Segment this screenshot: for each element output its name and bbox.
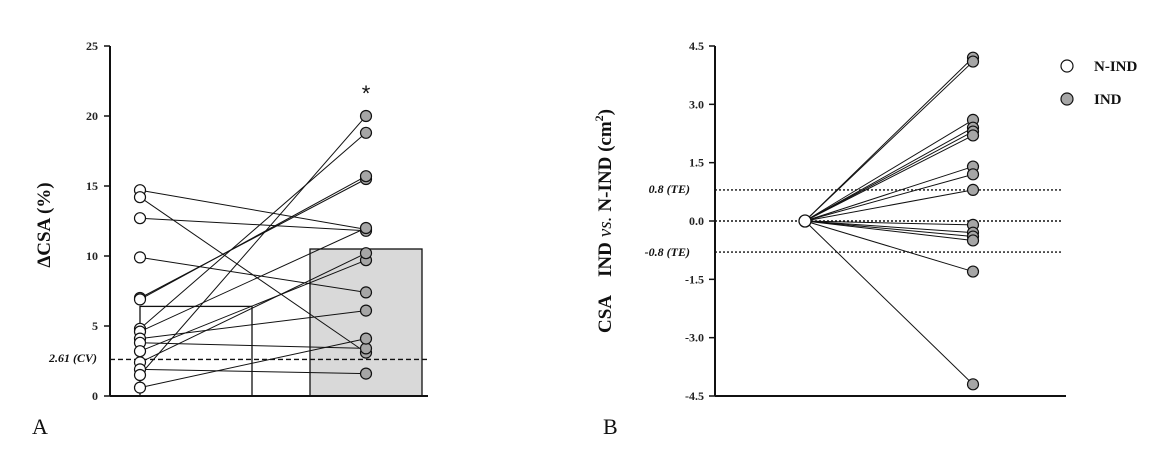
b-connector-line <box>804 220 974 273</box>
b-y-tick-label: -1.5 <box>685 272 704 286</box>
legend-label-n-ind: N-IND <box>1094 59 1137 75</box>
b-connector-line <box>804 220 974 238</box>
point-n-ind <box>133 191 147 204</box>
b-connector-line <box>804 220 974 241</box>
point-ind <box>359 221 373 235</box>
legend: N-IND IND <box>1060 59 1137 108</box>
b-ylabel-csa: CSA <box>595 295 616 333</box>
paired-line <box>139 259 367 352</box>
b-connector-line <box>804 131 974 222</box>
paired-line <box>139 368 367 375</box>
point-n-ind <box>133 293 147 306</box>
b-connector-line <box>804 189 974 222</box>
paired-line <box>139 175 367 300</box>
a-y-tick-label: 20 <box>86 109 98 123</box>
b-te-lower-label: -0.8 (TE) <box>645 245 690 259</box>
b-connector-line <box>804 173 974 222</box>
b-y-tick-label: -4.5 <box>685 389 704 403</box>
b-ylabel-ind: IND <box>595 242 616 277</box>
b-point-ind <box>966 265 980 278</box>
a-cv-label: 2.61 (CV) <box>48 351 97 365</box>
point-ind <box>359 109 373 123</box>
b-y-tick-label: 1.5 <box>689 156 704 170</box>
panel-a: 0 5 10 15 20 25 ΔCSA (%) * 2.61 (CV) A <box>32 39 428 439</box>
b-connector-line <box>804 134 974 222</box>
panel-label-b: B <box>603 414 618 439</box>
point-ind <box>359 126 373 139</box>
a-y-tick-label: 0 <box>92 389 98 403</box>
b-connector-line <box>804 166 974 222</box>
b-y-tick-label: -3.0 <box>685 331 704 345</box>
point-ind <box>359 247 373 260</box>
b-point-ind <box>966 168 980 181</box>
b-point-ind <box>966 55 980 68</box>
point-n-ind <box>133 212 147 225</box>
point-n-ind <box>133 251 147 264</box>
b-point-n-ind <box>798 214 812 228</box>
a-y-tick-label: 15 <box>86 179 98 193</box>
b-connector-line <box>804 119 974 222</box>
b-ylabel-sup: 2 <box>592 115 606 121</box>
b-connector-line <box>804 220 974 234</box>
point-ind <box>359 367 373 380</box>
point-n-ind <box>133 345 147 358</box>
b-ylabel-close: ) <box>595 109 616 115</box>
b-connector-line <box>804 220 974 385</box>
bar-n-ind <box>139 305 253 397</box>
legend-label-ind: IND <box>1094 92 1122 108</box>
paired-line <box>139 115 367 376</box>
paired-line <box>139 256 367 293</box>
b-y-tick-label: 4.5 <box>689 39 704 53</box>
paired-line <box>139 310 367 340</box>
a-y-axis-label: ΔCSA (%) <box>34 182 55 267</box>
b-connector-line <box>804 220 974 226</box>
b-connector-line <box>804 61 974 222</box>
legend-marker-n-ind <box>1060 59 1074 73</box>
b-y-tick-label: 3.0 <box>689 97 704 111</box>
paired-line <box>139 178 367 299</box>
a-y-tick-label: 25 <box>86 39 98 53</box>
point-ind <box>359 170 373 183</box>
b-point-ind <box>966 234 980 247</box>
a-y-tick-label: 5 <box>92 319 98 333</box>
b-y-tick-label: 0.0 <box>689 214 704 228</box>
b-te-upper-label: 0.8 (TE) <box>649 182 690 196</box>
panel-label-a: A <box>32 414 48 439</box>
paired-line <box>139 217 367 232</box>
b-point-ind <box>966 378 980 391</box>
paired-line <box>139 227 367 333</box>
panel-b: 4.5 3.0 1.5 0.0 -1.5 -3.0 -4.5 0.8 (TE) -0.8 (… <box>592 39 1137 439</box>
point-n-ind <box>133 368 147 382</box>
b-ylabel-nind: N-IND (cm <box>595 121 616 211</box>
paired-line <box>139 132 367 330</box>
point-n-ind <box>133 381 147 394</box>
b-point-ind <box>966 183 980 196</box>
point-ind <box>359 286 373 299</box>
b-point-ind <box>966 129 980 142</box>
b-ylabel-vs: vs. <box>595 217 616 238</box>
legend-marker-ind <box>1060 92 1074 106</box>
paired-line <box>139 189 367 230</box>
b-connector-line <box>804 127 974 222</box>
point-ind <box>359 304 373 317</box>
a-y-tick-label: 10 <box>86 249 98 263</box>
point-ind <box>359 332 373 345</box>
significance-marker: * <box>362 81 371 106</box>
b-y-axis-label: CSA IND vs. N-IND (cm2) <box>592 109 616 333</box>
paired-line <box>139 338 367 389</box>
paired-line <box>139 252 367 363</box>
